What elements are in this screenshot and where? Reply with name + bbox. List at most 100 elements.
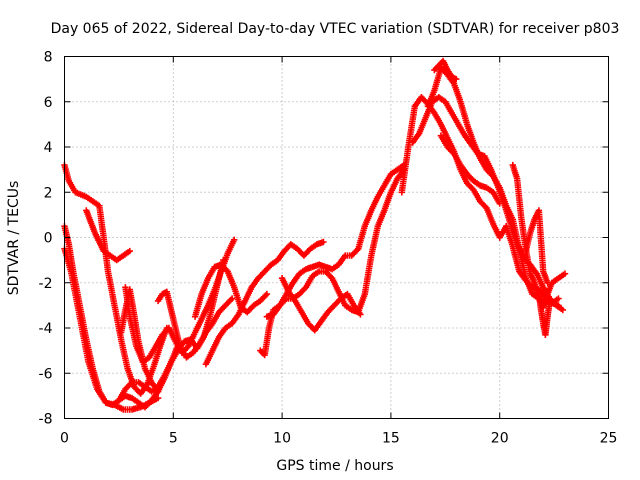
data-point [444, 66, 454, 79]
y-axis-label: SDTVAR / TECUs [6, 181, 22, 296]
data-point [496, 200, 503, 207]
data-point [431, 66, 444, 94]
data-point [516, 245, 529, 280]
data-point [289, 272, 302, 286]
series-arc-15 [409, 94, 566, 314]
data-point [159, 289, 169, 298]
data-point [457, 166, 470, 185]
data-point [448, 73, 458, 82]
x-tick-label: 20 [491, 431, 509, 447]
data-point [483, 204, 496, 226]
x-tick-label: 0 [60, 431, 69, 447]
data-point [222, 296, 234, 309]
data-point [476, 155, 489, 171]
y-tick-label: 6 [44, 95, 53, 111]
series-arc-7 [117, 286, 162, 395]
data-point [342, 252, 353, 259]
data-point [67, 268, 83, 318]
data-point [255, 269, 267, 282]
data-point [470, 177, 482, 188]
data-point [509, 243, 522, 273]
series-arc-20 [522, 207, 551, 286]
data-point [503, 202, 515, 221]
data-point [453, 75, 460, 83]
y-tick-label: -4 [39, 321, 53, 337]
data-point [224, 238, 237, 257]
data-point [546, 297, 553, 305]
data-point [476, 198, 489, 210]
data-point [328, 262, 341, 273]
data-point [231, 236, 238, 243]
series-arc-12 [263, 166, 408, 320]
data-point [126, 286, 137, 316]
data-point [457, 98, 470, 126]
data-point [61, 161, 72, 183]
data-point [342, 302, 354, 312]
series-arc-8 [154, 288, 236, 361]
data-point [315, 268, 327, 275]
data-point [405, 105, 418, 151]
data-point [439, 57, 450, 72]
data-point [191, 317, 204, 336]
data-point [117, 308, 129, 336]
data-point [152, 333, 165, 350]
data-point [137, 400, 151, 411]
data-point [409, 131, 422, 146]
x-tick-label: 25 [600, 431, 618, 447]
data-point [204, 265, 217, 282]
data-point [450, 150, 463, 167]
data-point [437, 121, 450, 140]
data-point [165, 324, 178, 343]
data-point [228, 312, 241, 327]
data-point [126, 247, 133, 255]
data-point [300, 247, 313, 259]
data-point [135, 338, 148, 370]
data-point [387, 177, 400, 196]
data-point [83, 207, 98, 235]
data-point [244, 303, 256, 316]
data-point [444, 143, 456, 156]
series-arc-16 [424, 64, 562, 307]
data-point [189, 342, 202, 357]
chart-title: Day 065 of 2022, Sidereal Day-to-day VTE… [51, 21, 620, 37]
data-point [111, 401, 125, 412]
data-point [115, 387, 128, 404]
data-point [167, 349, 180, 366]
axis-ticks: 0 5 10 15 20 25 -8 -6 -4 -2 0 2 4 6 8 [39, 50, 618, 447]
x-tick-label: 5 [169, 431, 178, 447]
data-point [76, 313, 92, 363]
data-point [544, 279, 551, 286]
data-point [535, 207, 547, 273]
data-point [257, 347, 267, 357]
data-point [318, 310, 330, 325]
data-point [65, 177, 78, 194]
data-point [503, 223, 516, 248]
data-point [278, 275, 291, 294]
data-point [437, 132, 450, 149]
data-point [218, 261, 230, 274]
data-point [141, 365, 154, 384]
data-point [270, 303, 282, 318]
data-point [311, 319, 324, 334]
data-point [509, 216, 522, 250]
data-point [209, 335, 222, 354]
data-point [141, 383, 154, 394]
data-point [96, 202, 107, 239]
data-point [320, 238, 327, 246]
data-point [154, 394, 162, 402]
data-point [483, 166, 496, 179]
data-point [368, 195, 381, 214]
data-point [296, 267, 308, 277]
data-point [561, 270, 569, 277]
data-point [128, 394, 141, 405]
data-point [533, 270, 546, 289]
data-point [348, 247, 361, 259]
data-point [461, 132, 474, 147]
data-point [553, 302, 565, 312]
data-point [513, 175, 525, 221]
data-point [202, 349, 215, 368]
data-point [431, 109, 444, 126]
data-point [202, 321, 215, 336]
y-tick-label: -8 [39, 412, 53, 428]
data-point [61, 223, 72, 246]
